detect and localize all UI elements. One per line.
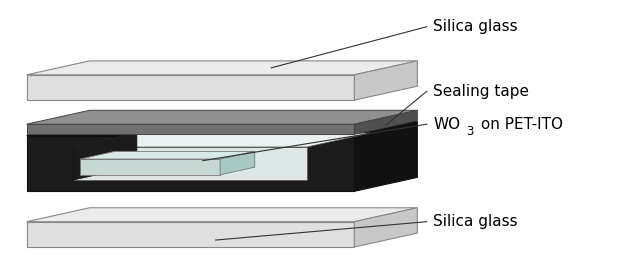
Polygon shape	[354, 122, 417, 191]
Polygon shape	[74, 133, 370, 147]
Polygon shape	[27, 222, 354, 247]
Polygon shape	[27, 208, 417, 222]
Text: Sealing tape: Sealing tape	[433, 84, 529, 99]
Polygon shape	[74, 133, 137, 180]
Text: WO: WO	[433, 117, 460, 132]
Polygon shape	[80, 151, 254, 159]
Polygon shape	[27, 75, 354, 100]
Polygon shape	[27, 124, 354, 134]
Text: on PET-ITO: on PET-ITO	[476, 117, 563, 132]
Polygon shape	[27, 110, 417, 124]
Polygon shape	[354, 208, 417, 247]
Polygon shape	[74, 147, 307, 180]
Polygon shape	[220, 151, 254, 175]
Polygon shape	[27, 136, 354, 191]
Polygon shape	[354, 110, 417, 134]
Text: Silica glass: Silica glass	[433, 19, 518, 34]
Text: Silica glass: Silica glass	[433, 214, 518, 229]
Text: 3: 3	[466, 125, 473, 138]
Polygon shape	[80, 159, 220, 175]
Polygon shape	[27, 122, 417, 136]
Polygon shape	[27, 61, 417, 75]
Polygon shape	[354, 61, 417, 100]
